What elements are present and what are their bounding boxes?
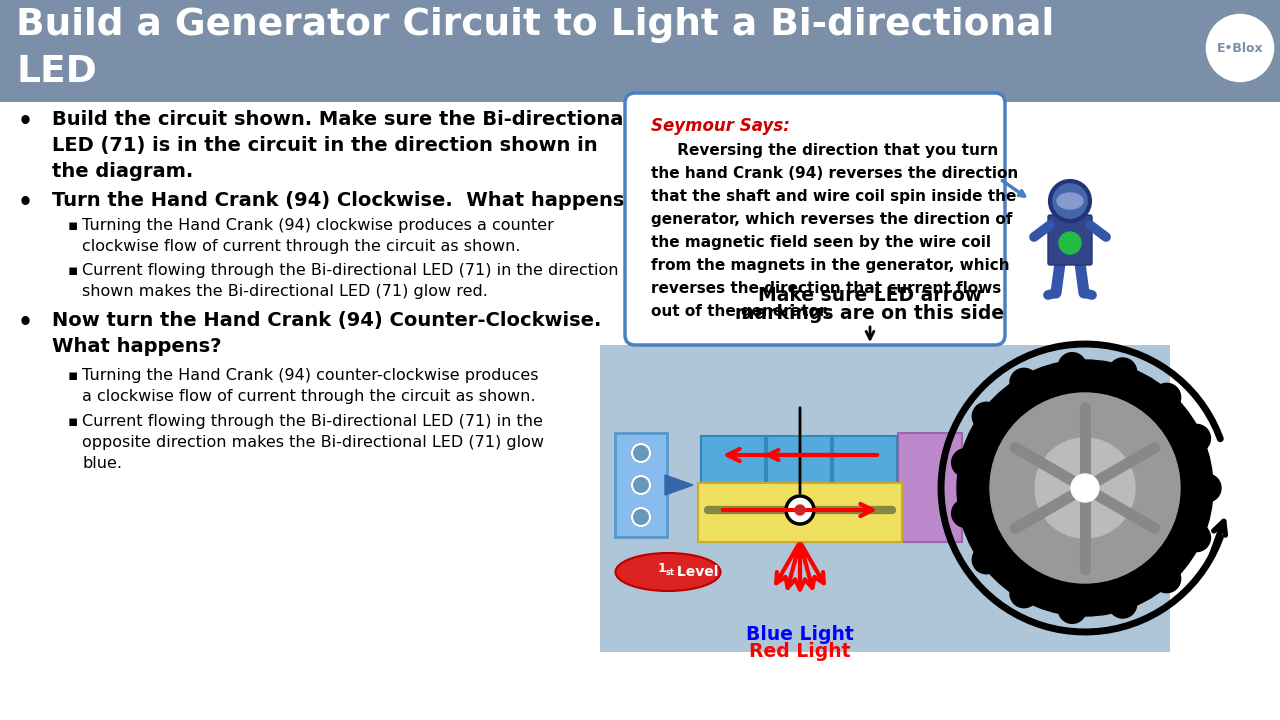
Text: Blue Light: Blue Light (746, 625, 854, 644)
Ellipse shape (1057, 193, 1083, 209)
Circle shape (1193, 474, 1221, 502)
Text: •: • (18, 311, 33, 335)
Text: •: • (18, 110, 33, 134)
Text: blue.: blue. (82, 456, 122, 471)
Text: ▪: ▪ (68, 218, 78, 233)
FancyBboxPatch shape (614, 433, 667, 537)
Text: Build the circuit shown. Make sure the Bi-directional: Build the circuit shown. Make sure the B… (52, 110, 630, 129)
FancyBboxPatch shape (698, 483, 902, 542)
Text: Make sure LED arrow: Make sure LED arrow (758, 286, 982, 305)
Text: Build a Generator Circuit to Light a Bi-directional: Build a Generator Circuit to Light a Bi-… (15, 7, 1055, 43)
FancyBboxPatch shape (767, 436, 831, 484)
Text: Now turn the Hand Crank (94) Counter-Clockwise.: Now turn the Hand Crank (94) Counter-Clo… (52, 311, 602, 330)
Text: opposite direction makes the Bi-directional LED (71) glow: opposite direction makes the Bi-directio… (82, 435, 544, 450)
Text: Red Light: Red Light (749, 642, 851, 661)
Text: E•Blox: E•Blox (1217, 42, 1263, 55)
Text: Current flowing through the Bi-directional LED (71) in the direction: Current flowing through the Bi-direction… (82, 263, 618, 278)
Text: st: st (666, 568, 675, 577)
Text: generator, which reverses the direction of: generator, which reverses the direction … (652, 212, 1012, 227)
Circle shape (989, 393, 1180, 583)
FancyBboxPatch shape (0, 0, 1280, 102)
Text: Turning the Hand Crank (94) clockwise produces a counter: Turning the Hand Crank (94) clockwise pr… (82, 218, 554, 233)
Circle shape (1183, 523, 1211, 552)
FancyBboxPatch shape (1048, 215, 1092, 265)
Circle shape (795, 505, 805, 515)
Circle shape (973, 546, 1000, 574)
FancyBboxPatch shape (600, 345, 1170, 652)
Text: clockwise flow of current through the circuit as shown.: clockwise flow of current through the ci… (82, 239, 521, 254)
Text: a clockwise flow of current through the circuit as shown.: a clockwise flow of current through the … (82, 389, 535, 404)
Polygon shape (666, 475, 692, 495)
Text: Current flowing through the Bi-directional LED (71) in the: Current flowing through the Bi-direction… (82, 414, 543, 429)
Text: 1: 1 (657, 562, 666, 575)
Text: ▪: ▪ (68, 263, 78, 278)
Text: the hand Crank (94) reverses the direction: the hand Crank (94) reverses the directi… (652, 166, 1019, 181)
Circle shape (1010, 369, 1038, 396)
Text: the magnetic field seen by the wire coil: the magnetic field seen by the wire coil (652, 235, 991, 250)
Text: shown makes the Bi-directional LED (71) glow red.: shown makes the Bi-directional LED (71) … (82, 284, 488, 299)
Circle shape (1183, 424, 1211, 452)
Text: from the magnets in the generator, which: from the magnets in the generator, which (652, 258, 1010, 273)
Circle shape (632, 444, 650, 462)
Circle shape (1059, 595, 1087, 624)
Circle shape (1010, 580, 1038, 608)
Ellipse shape (616, 553, 721, 591)
Text: markings are on this side: markings are on this side (736, 304, 1005, 323)
Circle shape (1108, 358, 1137, 386)
Circle shape (951, 500, 979, 527)
Text: Seymour Says:: Seymour Says: (652, 117, 790, 135)
Circle shape (1036, 438, 1135, 538)
Text: the diagram.: the diagram. (52, 162, 193, 181)
Circle shape (1108, 590, 1137, 618)
Circle shape (951, 449, 979, 477)
FancyBboxPatch shape (833, 436, 897, 484)
Text: Level: Level (672, 565, 718, 579)
Text: Turning the Hand Crank (94) counter-clockwise produces: Turning the Hand Crank (94) counter-cloc… (82, 368, 539, 383)
Circle shape (632, 508, 650, 526)
FancyBboxPatch shape (899, 433, 963, 542)
Text: ▪: ▪ (68, 368, 78, 383)
Circle shape (1152, 383, 1180, 411)
Text: reverses the direction that current flows: reverses the direction that current flow… (652, 281, 1001, 296)
FancyBboxPatch shape (625, 93, 1005, 345)
Text: that the shaft and wire coil spin inside the: that the shaft and wire coil spin inside… (652, 189, 1016, 204)
Circle shape (957, 360, 1213, 616)
Circle shape (1152, 564, 1180, 593)
Text: Turn the Hand Crank (94) Clockwise.  What happens?: Turn the Hand Crank (94) Clockwise. What… (52, 191, 636, 210)
Circle shape (1204, 12, 1276, 84)
Circle shape (1050, 181, 1091, 221)
Circle shape (1059, 353, 1087, 381)
Text: LED: LED (15, 54, 97, 90)
Text: out of the generator.: out of the generator. (652, 304, 829, 319)
Text: LED (71) is in the circuit in the direction shown in: LED (71) is in the circuit in the direct… (52, 136, 598, 155)
Text: What happens?: What happens? (52, 337, 221, 356)
Text: •: • (18, 191, 33, 215)
Circle shape (1071, 474, 1100, 502)
Text: Reversing the direction that you turn: Reversing the direction that you turn (652, 143, 998, 158)
Circle shape (632, 476, 650, 494)
FancyBboxPatch shape (701, 436, 765, 484)
Circle shape (973, 402, 1000, 431)
Text: ▪: ▪ (68, 414, 78, 429)
Circle shape (786, 496, 814, 524)
Circle shape (1059, 232, 1082, 254)
